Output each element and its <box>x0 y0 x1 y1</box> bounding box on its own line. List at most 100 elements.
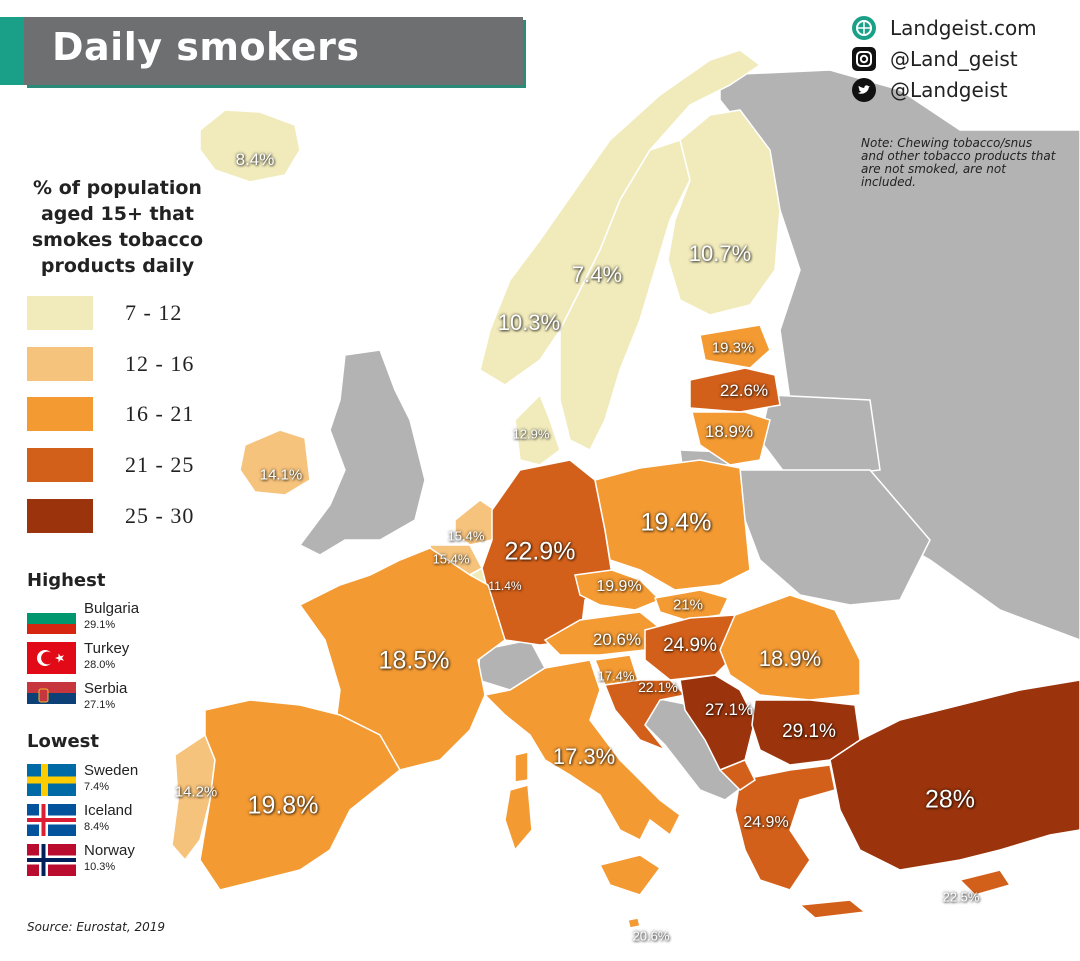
country-name: Iceland <box>84 802 133 819</box>
greece-shape <box>734 764 836 891</box>
great-britain-region <box>298 349 426 556</box>
map-label-malta: 20.6% <box>632 928 670 944</box>
flag-list-item: Bulgaria 29.1% <box>27 600 187 636</box>
map-label-croatia: 22.1% <box>638 679 678 695</box>
map-label-poland: 19.4% <box>640 508 712 537</box>
map-label-hungary: 24.9% <box>663 635 717 656</box>
map-label-france: 18.5% <box>378 646 450 675</box>
country-value: 28.0% <box>84 659 116 671</box>
country-value: 29.1% <box>84 619 116 631</box>
note-text: Note: Chewing tobacco/snus and other tob… <box>861 136 1056 189</box>
legend-item: 21 - 25 <box>27 448 217 482</box>
legend-item: 7 - 12 <box>27 296 217 330</box>
sardinia-shape <box>504 784 533 852</box>
turkey-shape <box>829 679 1080 871</box>
legend-label: 16 - 21 <box>125 401 195 426</box>
sweden-flag-icon <box>27 764 76 796</box>
map-label-belgium: 15.4% <box>432 551 470 567</box>
country-value: 7.4% <box>84 781 110 793</box>
legend-label: 21 - 25 <box>125 452 195 477</box>
ireland-shape <box>239 429 311 496</box>
website-link[interactable]: Landgeist.com <box>852 15 1037 41</box>
country-name: Bulgaria <box>84 600 140 617</box>
twitter-link[interactable]: @Landgeist <box>852 77 1008 103</box>
map-label-turkey: 28% <box>924 785 976 814</box>
map-label-norway: 10.3% <box>497 310 561 335</box>
map-label-estonia: 19.3% <box>711 339 755 357</box>
belarus-region <box>759 394 881 481</box>
legend-swatch <box>27 397 93 431</box>
estonia-shape <box>699 324 771 369</box>
map-label-bulgaria: 29.1% <box>782 721 836 742</box>
lithuania-shape <box>691 411 771 466</box>
map-label-latvia: 22.6% <box>719 381 769 400</box>
map-label-denmark: 12.9% <box>512 426 550 442</box>
highest-title: Highest <box>27 570 106 591</box>
country-value: 8.4% <box>84 821 110 833</box>
instagram-icon <box>852 47 876 71</box>
spain-shape <box>199 699 401 891</box>
crete-shape <box>798 899 867 919</box>
norway-flag-icon <box>27 844 76 876</box>
no-data-regions <box>298 69 1080 801</box>
globe-icon <box>852 16 876 40</box>
map-label-romania: 18.9% <box>758 646 822 671</box>
sweden-shape <box>559 139 691 452</box>
country-name: Serbia <box>84 680 128 697</box>
data-countries <box>171 49 1080 929</box>
corsica-shape <box>514 751 529 783</box>
finland-shape <box>667 109 781 316</box>
north-macedonia-albania <box>718 759 756 791</box>
iceland-flag-icon <box>27 804 76 836</box>
title-banner: Daily smokers <box>0 17 523 85</box>
ukraine-region <box>739 469 931 606</box>
map-label-finland: 10.7% <box>688 241 752 266</box>
map-label-lithuania: 18.9% <box>704 422 754 441</box>
map-label-italy: 17.3% <box>552 744 616 769</box>
flag-list-item: Norway 10.3% <box>27 842 187 878</box>
legend-item: 12 - 16 <box>27 347 217 381</box>
map-label-ireland: 14.1% <box>259 466 303 484</box>
map-label-sweden: 7.4% <box>571 262 623 287</box>
source-text: Source: Eurostat, 2019 <box>27 920 165 934</box>
czechia-shape <box>574 569 662 611</box>
flag-list-item: Serbia 27.1% <box>27 680 187 716</box>
romania-shape <box>719 594 861 701</box>
legend-label: 25 - 30 <box>125 503 195 528</box>
legend-label: 7 - 12 <box>125 300 183 325</box>
turkey-flag-icon <box>27 642 76 674</box>
instagram-link[interactable]: @Land_geist <box>852 46 1018 72</box>
latvia-shape <box>689 367 781 413</box>
instagram-handle: @Land_geist <box>890 47 1018 71</box>
title-background <box>24 17 523 85</box>
cyprus-shape <box>958 869 1012 896</box>
country-name: Norway <box>84 842 135 859</box>
flag-list-item: Iceland 8.4% <box>27 802 187 838</box>
map-label-greece: 24.9% <box>743 814 789 831</box>
map-label-serbia: 27.1% <box>704 700 754 719</box>
italy-shape <box>483 659 681 842</box>
country-value: 27.1% <box>84 699 116 711</box>
slovakia-shape <box>653 589 730 621</box>
poland-shape <box>594 459 751 591</box>
legend-swatch <box>27 499 93 533</box>
map-label-iceland: 8.4% <box>235 150 275 169</box>
map-label-czechia: 19.9% <box>596 578 642 595</box>
bulgaria-flag-icon <box>27 602 76 634</box>
flag-list-item: Turkey 28.0% <box>27 640 187 676</box>
flag-list-item: Sweden 7.4% <box>27 762 187 798</box>
map-label-luxembourg: 11.4% <box>488 579 522 593</box>
legend-title: % of population aged 15+ that smokes tob… <box>31 177 204 277</box>
map-label-slovenia: 17.4% <box>597 668 635 684</box>
title-accent <box>0 17 24 85</box>
legend-swatch <box>27 347 93 381</box>
legend-swatch <box>27 448 93 482</box>
lowest-title: Lowest <box>27 731 99 752</box>
legend-item: 25 - 30 <box>27 499 217 533</box>
map-label-cyprus: 22.5% <box>942 889 980 905</box>
legend-swatch <box>27 296 93 330</box>
twitter-icon <box>852 78 876 102</box>
map-label-slovakia: 21% <box>672 596 704 614</box>
legend-item: 16 - 21 <box>27 397 217 431</box>
